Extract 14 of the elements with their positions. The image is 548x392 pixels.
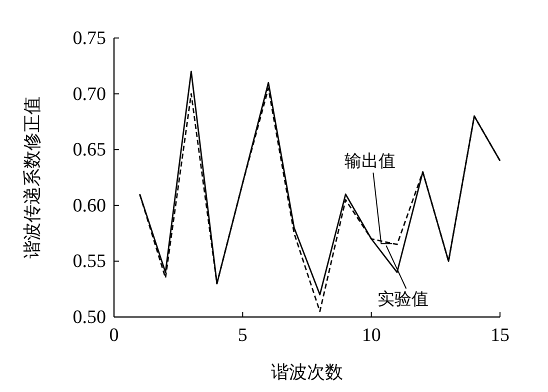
x-tick-label: 15 <box>490 325 510 346</box>
y-tick-label: 0.70 <box>72 84 106 105</box>
y-axis-title: 谐波传递系数修正值 <box>22 96 43 258</box>
y-tick-label: 0.65 <box>72 140 106 161</box>
y-tick-label: 0.60 <box>72 195 106 216</box>
y-tick-label: 0.75 <box>72 28 106 49</box>
x-tick-label: 10 <box>362 325 381 346</box>
y-tick-label: 0.50 <box>72 307 106 328</box>
x-axis-title: 谐波次数 <box>271 362 343 383</box>
x-tick-label: 0 <box>109 325 119 346</box>
y-tick-label: 0.55 <box>72 251 106 272</box>
series-label: 输出值 <box>344 152 396 172</box>
series-label: 实验值 <box>378 290 429 310</box>
x-tick-label: 5 <box>238 325 248 346</box>
